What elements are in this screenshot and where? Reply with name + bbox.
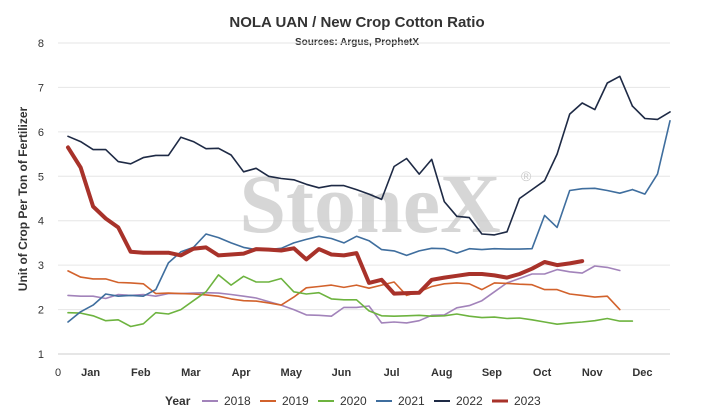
y-tick-label: 3 [38,260,44,272]
chart-title: NOLA UAN / New Crop Cotton Ratio [229,14,484,31]
series-line-2018 [67,265,621,324]
x-tick-label: May [281,367,303,379]
x-axis: 0 Jan Feb Mar Apr May Jun Jul Aug Sep Oct Nov Dec [55,353,670,379]
x-tick-label: Jan [81,367,100,379]
legend-label-2020: 2020 [340,394,367,408]
x-tick-label: Mar [181,367,201,379]
watermark-registered: ® [521,168,532,184]
x-tick-label: Feb [131,367,151,379]
x-tick-label: Dec [632,367,652,379]
y-axis-title: Unit of Crop Per Ton of Fertilizer [16,106,30,291]
series-line-2019 [67,270,621,311]
legend-label-2022: 2022 [456,394,483,408]
x-tick-label: Sep [482,367,502,379]
series-line-2021-cont- [631,120,671,195]
series-line-2021 [67,187,634,323]
series-line-2020 [67,274,634,328]
x-tick-label: Aug [431,367,452,379]
legend-label-2021: 2021 [398,394,425,408]
x-tick-label: Jul [384,367,400,379]
y-tick-label: 6 [38,127,44,139]
series-line-2022-cont- [631,105,671,121]
watermark-text: StoneX [239,158,500,251]
stonex-watermark: StoneX ® [239,158,532,251]
legend-label-2019: 2019 [282,394,309,408]
y-axis: 1 2 3 4 5 6 7 8 [38,38,44,361]
legend-label-2023: 2023 [514,394,541,408]
x-tick-label: 0 [55,367,61,379]
y-tick-label: 7 [38,82,44,94]
y-tick-label: 2 [38,305,44,317]
x-tick-label: Oct [533,367,552,379]
legend-title: Year [165,394,191,408]
legend: Year 2018 2019 2020 2021 2022 2023 [165,394,541,408]
y-tick-label: 1 [38,349,44,361]
series-lines [66,75,671,328]
legend-label-2018: 2018 [224,394,251,408]
x-tick-label: Nov [582,367,604,379]
y-tick-label: 4 [38,216,44,228]
x-tick-label: Jun [332,367,352,379]
series-line-2023 [66,145,585,296]
y-tick-label: 8 [38,38,44,50]
series-line-2022 [67,75,634,236]
x-tick-label: Apr [232,367,252,379]
y-tick-label: 5 [38,171,44,183]
